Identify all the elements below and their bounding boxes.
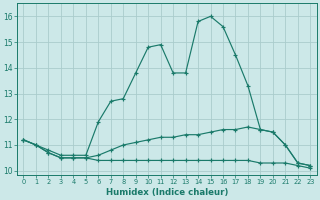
X-axis label: Humidex (Indice chaleur): Humidex (Indice chaleur) bbox=[106, 188, 228, 197]
